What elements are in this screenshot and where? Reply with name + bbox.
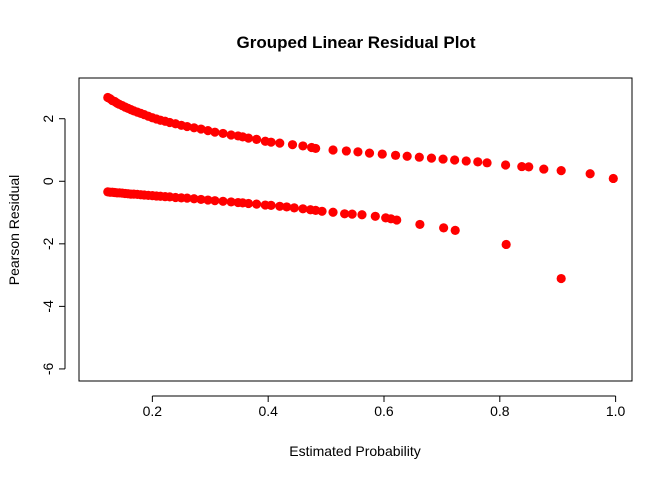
data-point <box>203 126 213 136</box>
x-tick-label: 0.8 <box>490 403 510 419</box>
data-point <box>585 169 595 179</box>
data-point <box>218 128 228 139</box>
data-point <box>450 225 460 235</box>
data-point <box>439 223 449 233</box>
data-point <box>473 157 483 167</box>
data-point <box>414 152 424 162</box>
data-point <box>357 210 367 220</box>
data-point <box>287 140 298 150</box>
data-point <box>340 209 350 219</box>
data-point <box>189 123 199 133</box>
data-point <box>282 202 292 212</box>
data-point <box>524 162 534 172</box>
x-axis: 0.2 0.4 0.6 0.8 1.0 <box>143 395 626 419</box>
x-tick-label: 1.0 <box>606 403 626 419</box>
y-tick-label: -6 <box>40 362 56 375</box>
x-tick-label: 0.6 <box>374 403 394 419</box>
data-point <box>517 161 527 172</box>
data-point <box>189 194 199 204</box>
data-point <box>226 197 236 207</box>
data-point <box>608 173 618 184</box>
data-point <box>317 206 327 216</box>
data-point <box>298 204 308 214</box>
data-point <box>251 199 262 209</box>
x-tick-label: 0.4 <box>258 403 278 419</box>
data-point <box>353 147 363 157</box>
data-point <box>266 200 276 210</box>
data-point <box>210 196 220 206</box>
x-tick-label: 0.2 <box>143 403 163 419</box>
y-tick-label: 2 <box>40 115 56 123</box>
data-point <box>210 127 220 137</box>
data-point <box>450 155 460 165</box>
data-point <box>426 153 437 163</box>
data-point <box>347 209 357 219</box>
data-point <box>289 203 299 213</box>
data-point <box>501 239 511 250</box>
data-point <box>370 211 380 221</box>
data-point <box>402 151 412 161</box>
data-point <box>196 124 206 134</box>
data-point <box>377 149 387 159</box>
data-point <box>539 164 549 174</box>
y-axis-label: Pearson Residual <box>6 175 22 286</box>
y-tick-label: 0 <box>40 177 56 185</box>
data-point <box>482 158 492 168</box>
data-point <box>415 219 425 230</box>
data-point <box>226 130 236 140</box>
data-point <box>251 134 262 144</box>
data-point <box>298 141 308 151</box>
data-point <box>556 166 566 176</box>
data-point <box>556 273 566 284</box>
data-point <box>218 196 228 206</box>
data-point <box>243 198 254 209</box>
data-point <box>182 121 192 132</box>
data-point <box>461 156 471 166</box>
y-tick-label: -4 <box>40 300 56 313</box>
data-points <box>103 92 618 284</box>
y-axis: -6 -4 -2 0 2 <box>40 115 66 375</box>
data-point <box>311 143 321 154</box>
y-tick-label: -2 <box>40 237 56 250</box>
data-point <box>182 193 192 203</box>
data-point <box>196 194 206 205</box>
data-point <box>390 150 401 160</box>
data-point <box>275 138 285 148</box>
data-point <box>500 160 511 170</box>
data-point <box>328 207 338 217</box>
data-point <box>243 133 254 143</box>
data-point <box>364 148 375 158</box>
data-point <box>203 195 213 205</box>
data-point <box>266 137 276 147</box>
data-point <box>275 201 285 211</box>
data-point <box>328 145 338 155</box>
x-axis-label: Estimated Probability <box>289 443 421 459</box>
chart-title: Grouped Linear Residual Plot <box>237 33 476 52</box>
plot-frame <box>78 77 633 382</box>
data-point <box>438 154 448 164</box>
data-point <box>392 215 402 225</box>
data-point <box>341 146 351 156</box>
